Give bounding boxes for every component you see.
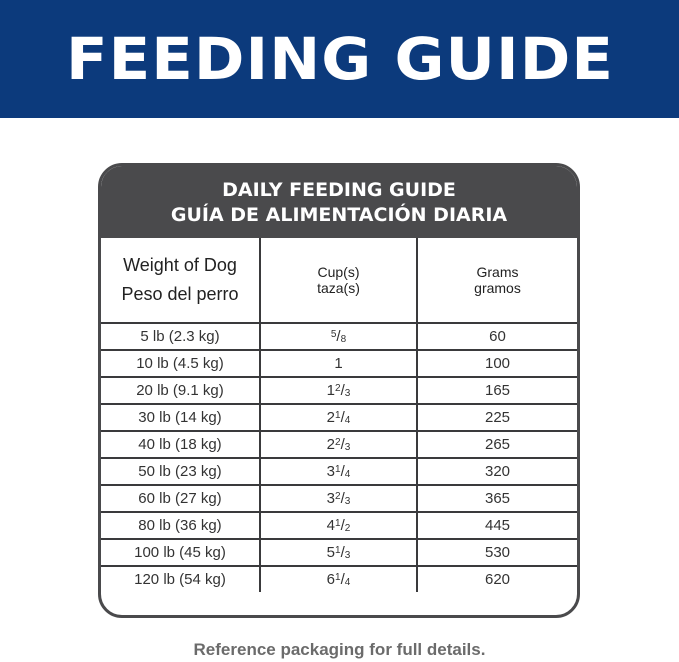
grams-cell: 165 xyxy=(416,376,577,405)
feeding-table: DAILY FEEDING GUIDE GUÍA DE ALIMENTACIÓN… xyxy=(98,163,580,618)
grams-cell: 320 xyxy=(416,457,577,486)
cups-cell: 61/4 xyxy=(259,565,418,592)
cups-cell: 41/2 xyxy=(259,511,418,540)
weight-cell: 50 lb (23 kg) xyxy=(101,457,261,486)
header-weight-es: Peso del perro xyxy=(121,284,239,304)
table-row: 50 lb (23 kg) 31/4 320 xyxy=(101,457,577,486)
table-row: 20 lb (9.1 kg) 12/3 165 xyxy=(101,376,577,405)
cup-numerator: 1 xyxy=(335,518,341,529)
table-title-es: GUÍA DE ALIMENTACIÓN DIARIA xyxy=(170,204,508,226)
cup-denominator: 3 xyxy=(344,496,351,507)
weight-cell: 30 lb (14 kg) xyxy=(101,403,261,432)
header-grams: Grams gramos xyxy=(416,238,577,324)
cup-denominator: 2 xyxy=(344,523,351,534)
cup-whole: 1 xyxy=(334,355,343,372)
cups-cell: 32/3 xyxy=(259,484,418,513)
cup-denominator: 3 xyxy=(344,388,351,399)
weight-cell: 10 lb (4.5 kg) xyxy=(101,349,261,378)
table-row: 30 lb (14 kg) 21/4 225 xyxy=(101,403,577,432)
table-row: 60 lb (27 kg) 32/3 365 xyxy=(101,484,577,513)
cup-denominator: 4 xyxy=(344,577,351,588)
grams-cell: 445 xyxy=(416,511,577,540)
grams-cell: 60 xyxy=(416,322,577,351)
grams-cell: 265 xyxy=(416,430,577,459)
grams-cell: 100 xyxy=(416,349,577,378)
cup-whole: 4 xyxy=(326,517,336,534)
grams-cell: 530 xyxy=(416,538,577,567)
cup-denominator: 4 xyxy=(344,469,351,480)
table-title: DAILY FEEDING GUIDE GUÍA DE ALIMENTACIÓN… xyxy=(101,166,577,238)
banner: FEEDING GUIDE xyxy=(0,0,679,118)
cup-numerator: 1 xyxy=(335,572,341,583)
weight-cell: 80 lb (36 kg) xyxy=(101,511,261,540)
table-row: 5 lb (2.3 kg) 5/8 60 xyxy=(101,322,577,351)
cup-denominator: 3 xyxy=(344,442,351,453)
header-grams-en: Grams xyxy=(476,264,519,280)
cup-numerator: 1 xyxy=(335,464,341,475)
cup-whole: 2 xyxy=(326,409,336,426)
table-row: 40 lb (18 kg) 22/3 265 xyxy=(101,430,577,459)
header-cups-en: Cup(s) xyxy=(317,264,360,280)
cups-cell: 5/8 xyxy=(259,322,418,351)
cup-whole: 5 xyxy=(326,544,336,561)
cup-whole: 3 xyxy=(326,490,336,507)
cup-denominator: 4 xyxy=(344,415,351,426)
cup-denominator: 3 xyxy=(344,550,351,561)
cups-cell: 51/3 xyxy=(259,538,418,567)
cup-numerator: 5 xyxy=(330,329,337,340)
table-row: 10 lb (4.5 kg) 1 100 xyxy=(101,349,577,378)
cup-whole: 6 xyxy=(326,571,336,588)
header-weight-en: Weight of Dog xyxy=(123,255,237,275)
cups-cell: 12/3 xyxy=(259,376,418,405)
cups-cell: 22/3 xyxy=(259,430,418,459)
grams-cell: 225 xyxy=(416,403,577,432)
header-cups-es: taza(s) xyxy=(317,280,360,296)
cup-numerator: 1 xyxy=(335,410,341,421)
cups-cell: 21/4 xyxy=(259,403,418,432)
cup-whole: 1 xyxy=(326,382,336,399)
table-title-en: DAILY FEEDING GUIDE xyxy=(222,179,456,201)
page-title: FEEDING GUIDE xyxy=(65,25,614,93)
header-grams-es: gramos xyxy=(474,280,521,296)
weight-cell: 40 lb (18 kg) xyxy=(101,430,261,459)
weight-cell: 100 lb (45 kg) xyxy=(101,538,261,567)
cup-numerator: 2 xyxy=(335,491,341,502)
cup-numerator: 1 xyxy=(335,545,341,556)
weight-cell: 5 lb (2.3 kg) xyxy=(101,322,261,351)
weight-cell: 20 lb (9.1 kg) xyxy=(101,376,261,405)
cup-numerator: 2 xyxy=(335,437,341,448)
column-headers: Weight of Dog Peso del perro Cup(s) taza(s… xyxy=(101,238,577,324)
cup-denominator: 8 xyxy=(340,334,347,345)
weight-cell: 60 lb (27 kg) xyxy=(101,484,261,513)
table-row: 100 lb (45 kg) 51/3 530 xyxy=(101,538,577,567)
cups-cell: 1 xyxy=(259,349,418,378)
cup-whole: 2 xyxy=(326,436,336,453)
grams-cell: 365 xyxy=(416,484,577,513)
header-weight: Weight of Dog Peso del perro xyxy=(101,238,261,324)
weight-cell: 120 lb (54 kg) xyxy=(101,565,261,592)
header-cups: Cup(s) taza(s) xyxy=(259,238,418,324)
footer-note: Reference packaging for full details. xyxy=(193,640,486,659)
cup-numerator: 2 xyxy=(335,383,341,394)
cup-whole: 3 xyxy=(326,463,336,480)
grams-cell: 620 xyxy=(416,565,577,592)
table-row: 120 lb (54 kg) 61/4 620 xyxy=(101,565,577,592)
table-row: 80 lb (36 kg) 41/2 445 xyxy=(101,511,577,540)
cups-cell: 31/4 xyxy=(259,457,418,486)
